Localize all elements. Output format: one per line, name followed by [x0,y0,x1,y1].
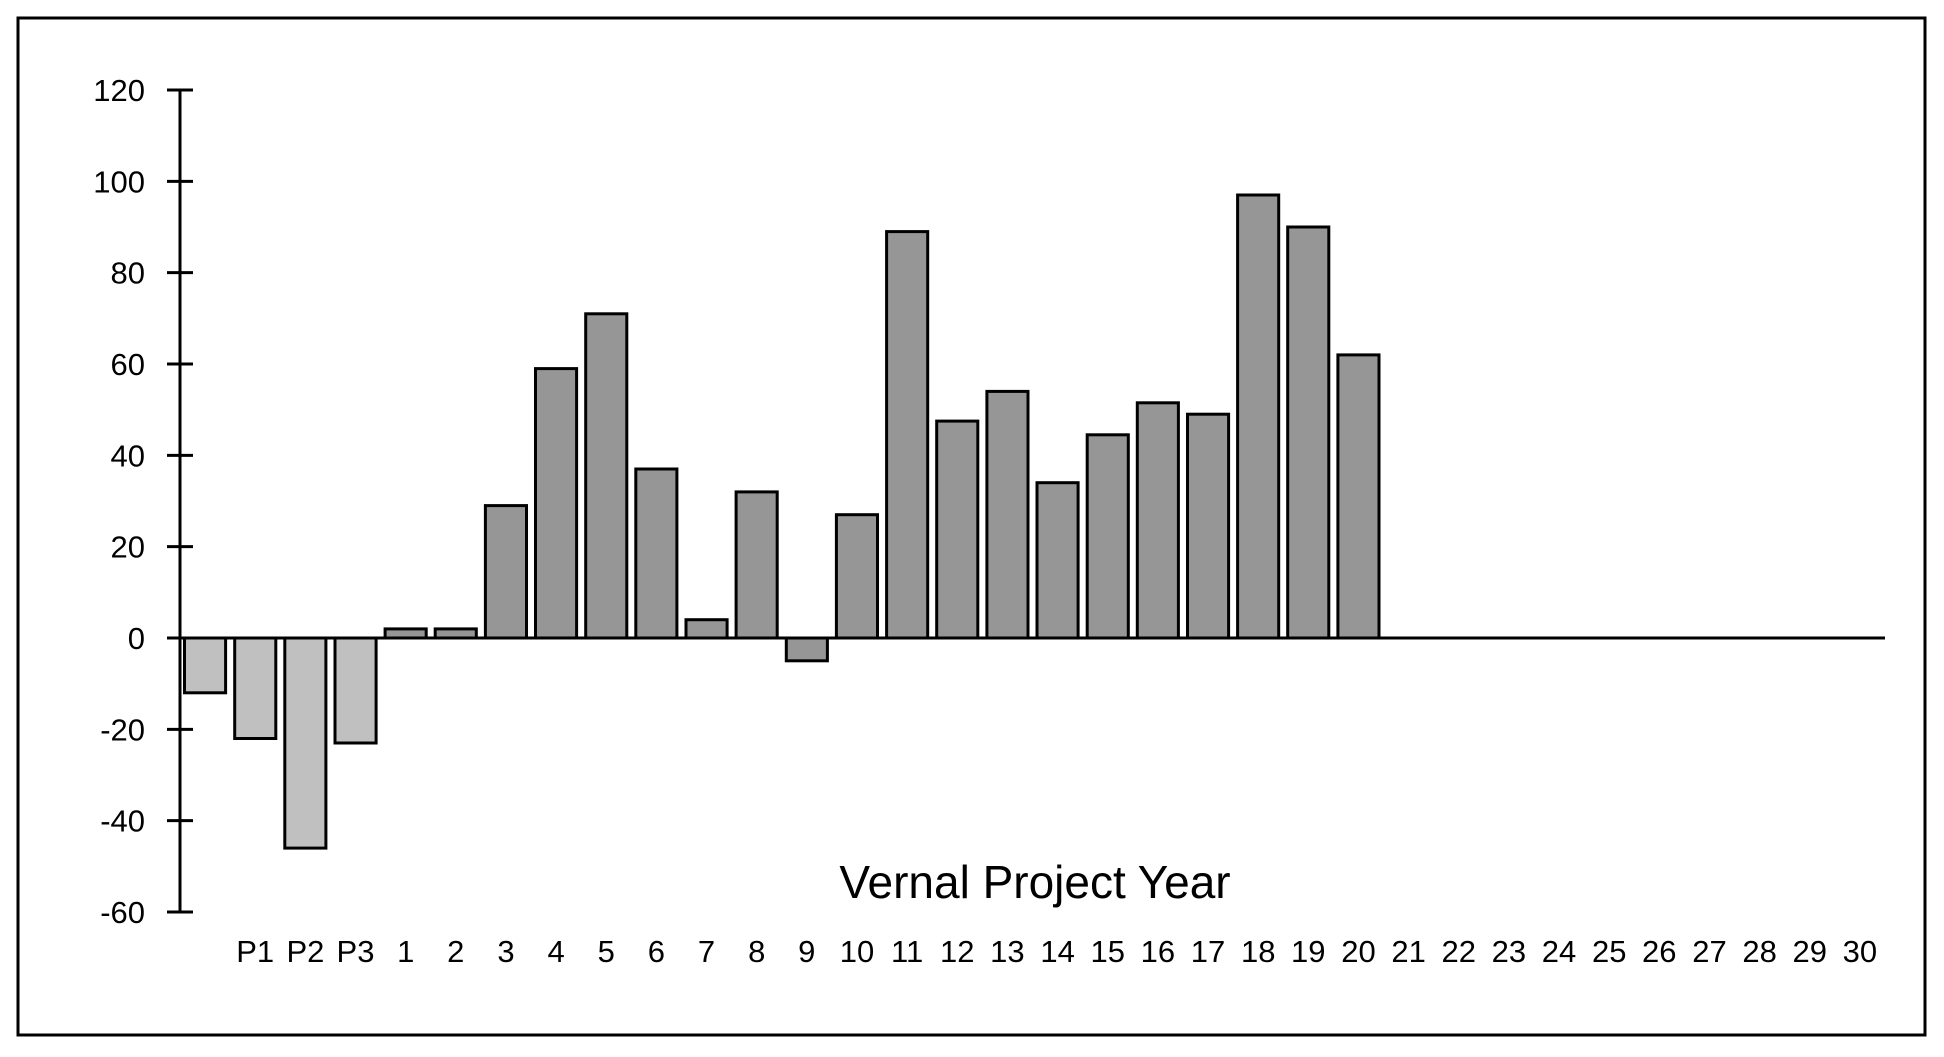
x-tick-label: 5 [598,934,615,969]
y-tick-label: 120 [93,73,145,108]
y-tick-label: 20 [111,530,145,565]
x-tick-label: 30 [1843,934,1877,969]
x-tick-label: 6 [648,934,665,969]
bar-4 [333,636,378,745]
x-tick-label: 15 [1090,934,1124,969]
x-tick-label: 1 [397,934,414,969]
x-tick-label: 7 [698,934,715,969]
x-tick-label: 14 [1040,934,1074,969]
x-tick-label: 3 [497,934,514,969]
bar-8 [534,367,579,640]
bar-18 [1035,481,1080,640]
x-tick-label: 23 [1492,934,1526,969]
bar-19 [1085,433,1130,640]
x-tick-label: P1 [236,934,274,969]
bar-14 [834,513,880,640]
bar-11 [684,618,729,640]
x-tick-label: 20 [1341,934,1375,969]
y-tick-label: 60 [111,347,145,382]
axes-group [167,88,1885,914]
x-tick-label: 16 [1141,934,1175,969]
y-tick-label: -40 [100,804,145,839]
x-tick-label: 25 [1592,934,1626,969]
x-axis-title: Vernal Project Year [839,856,1230,908]
x-tick-label: 12 [940,934,974,969]
y-tick-label: -60 [100,895,145,930]
x-tick-label: 26 [1642,934,1676,969]
bar-21 [1186,412,1231,640]
bar-24 [1336,353,1381,640]
x-tick-label: 4 [547,934,564,969]
bars-group [183,193,1381,850]
bar-22 [1236,193,1281,640]
bar-10 [634,467,679,640]
bar-9 [584,312,629,640]
x-tick-label: 9 [798,934,815,969]
x-tick-label: 18 [1241,934,1275,969]
x-tick-label: 17 [1191,934,1225,969]
x-tick-label: P2 [286,934,324,969]
x-tick-label: 19 [1291,934,1325,969]
x-tick-label: 13 [990,934,1024,969]
x-tick-label: P3 [337,934,375,969]
x-tick-label: 21 [1391,934,1425,969]
x-tick-label: 29 [1793,934,1827,969]
y-tick-label: 40 [111,438,145,473]
y-tick-label: 100 [93,164,145,199]
x-tick-label: 22 [1442,934,1476,969]
bar-2 [233,636,278,740]
y-tick-label: 80 [111,256,145,291]
y-tick-label: -20 [100,712,145,747]
x-tick-label: 28 [1742,934,1776,969]
bar-7 [483,504,528,640]
bar-16 [935,419,980,640]
bar-13 [784,636,829,663]
bar-1 [183,636,228,695]
x-tick-label: 24 [1542,934,1576,969]
x-tick-label: 2 [447,934,464,969]
bar-12 [734,490,779,640]
x-tick-label: 8 [748,934,765,969]
y-tick-labels: 120 100 80 60 40 20 0 -20 -40 -60 [93,73,145,930]
x-tick-label: 11 [891,934,923,969]
x-tick-label: 10 [840,934,874,969]
x-tick-label: 27 [1692,934,1726,969]
y-tick-label: 0 [128,621,145,656]
bar-15 [885,230,930,640]
bar-17 [985,389,1030,640]
bar-23 [1286,225,1331,640]
bar-3 [283,636,328,850]
bar-20 [1135,401,1180,640]
x-tick-labels: P1 P2 P3 1 2 3 4 5 6 7 8 9 10 11 12 13 14 15 16 17 18 19 20 21 2… [236,934,1877,969]
